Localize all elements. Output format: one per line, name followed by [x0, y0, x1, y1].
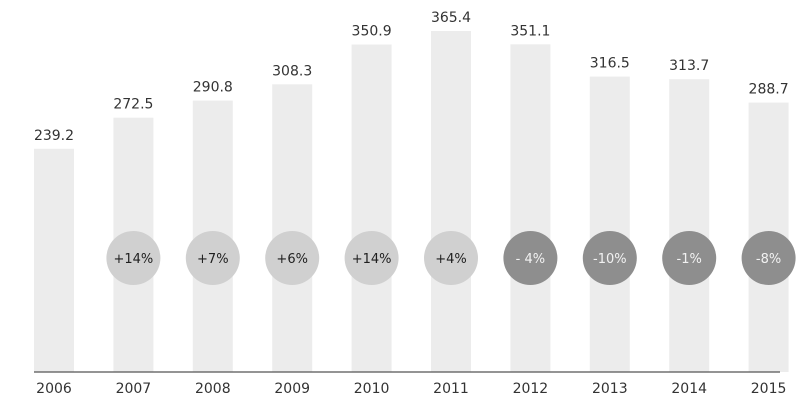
- value-label-2006: 239.2: [34, 128, 74, 144]
- x-tick-label-2009: 2009: [274, 381, 310, 397]
- change-badge-circle: [741, 231, 796, 285]
- value-label-2015: 288.7: [749, 82, 789, 98]
- x-tick-label-2011: 2011: [433, 381, 469, 397]
- change-badge-circle: [662, 231, 717, 285]
- bar-2010: [351, 44, 392, 372]
- change-label-2011: +4%: [435, 252, 467, 267]
- change-label-2012: - 4%: [516, 252, 545, 267]
- x-tick-label-2013: 2013: [592, 381, 628, 397]
- x-tick-label-2015: 2015: [751, 381, 787, 397]
- change-badge-circle: [344, 231, 399, 285]
- change-badge-2010: +14%: [344, 231, 399, 285]
- change-label-2009: +6%: [276, 252, 308, 267]
- change-badge-2015: -8%: [741, 231, 796, 285]
- value-labels-layer: 239.2 272.5 290.8 308.3 350.9 365.4 351.1 316.5…: [34, 10, 789, 144]
- bars-layer: [34, 31, 789, 373]
- value-label-2012: 351.1: [510, 23, 550, 39]
- change-badge-2007: +14%: [106, 231, 161, 285]
- x-tick-label-2008: 2008: [195, 381, 231, 397]
- change-label-2008: +7%: [197, 252, 229, 267]
- x-tick-label-2010: 2010: [354, 381, 390, 397]
- bar-2012: [510, 44, 551, 373]
- bar-2013: [589, 76, 630, 372]
- value-label-2014: 313.7: [669, 58, 709, 74]
- change-badge-2008: +7%: [185, 231, 240, 285]
- bar-2014: [669, 79, 710, 372]
- bar-2009: [272, 84, 313, 373]
- change-badge-circle: [582, 231, 637, 285]
- change-label-2010: +14%: [352, 252, 392, 267]
- bar-2011: [431, 31, 471, 372]
- change-badge-circle: [185, 231, 240, 285]
- change-badges-layer: +14% +7% +6% +14% +4% - 4% -10% -1% -8%: [106, 231, 796, 285]
- change-label-2013: -10%: [593, 252, 627, 267]
- change-badge-2011: +4%: [424, 231, 478, 285]
- value-label-2008: 290.8: [193, 80, 233, 96]
- x-tick-labels-layer: 2006 2007 2008 2009 2010 2011 2012 2013 2014 2015: [36, 381, 786, 397]
- x-tick-label-2012: 2012: [513, 381, 549, 397]
- bar-2006: [34, 148, 74, 372]
- change-badge-2013: -10%: [582, 231, 637, 285]
- x-tick-label-2007: 2007: [116, 381, 152, 397]
- value-label-2013: 316.5: [590, 56, 630, 72]
- change-label-2014: -1%: [677, 252, 702, 267]
- x-tick-label-2014: 2014: [671, 381, 707, 397]
- value-label-2011: 365.4: [431, 10, 471, 26]
- x-tick-label-2006: 2006: [36, 381, 72, 397]
- change-badge-circle: [424, 231, 478, 285]
- change-badge-circle: [106, 231, 161, 285]
- value-label-2009: 308.3: [272, 63, 312, 79]
- change-badge-2009: +6%: [265, 231, 320, 285]
- change-badge-2012: - 4%: [503, 231, 558, 285]
- change-label-2015: -8%: [756, 252, 781, 267]
- value-label-2010: 350.9: [352, 24, 392, 40]
- change-badge-2014: -1%: [662, 231, 717, 285]
- change-badge-circle: [503, 231, 558, 285]
- change-badge-circle: [265, 231, 320, 285]
- change-label-2007: +14%: [114, 252, 154, 267]
- value-label-2007: 272.5: [113, 97, 153, 113]
